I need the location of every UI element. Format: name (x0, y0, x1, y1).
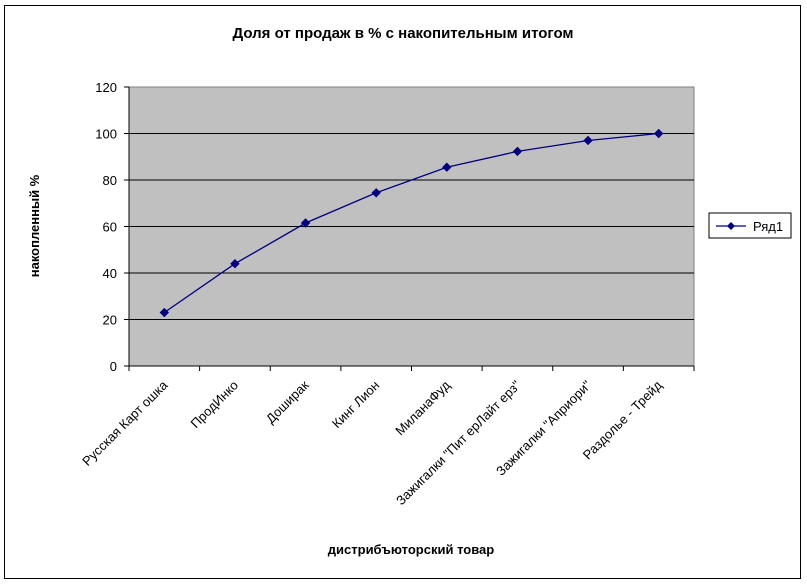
x-tick-label: Доширак (263, 377, 312, 426)
x-axis-title: дистрибъюторский товар (328, 542, 494, 557)
x-tick-label: Русская Карт ошка (79, 377, 171, 469)
data-point (653, 128, 664, 139)
legend: Ряд1 (708, 212, 792, 239)
y-tick-label: 120 (95, 80, 117, 95)
x-tick-label: МиланаФуд (392, 377, 453, 438)
data-point (371, 188, 381, 198)
y-axis-title: накопленный % (27, 174, 42, 277)
x-tick-label: Раздолье - Трейд (580, 377, 665, 462)
data-point (159, 307, 170, 318)
y-tick-label: 100 (95, 127, 117, 142)
y-tick-label: 20 (103, 313, 117, 328)
x-tick-label: ПродИнко (188, 378, 242, 432)
y-tick-label: 40 (103, 266, 117, 281)
legend-marker (727, 222, 735, 230)
series-line (163, 132, 659, 314)
y-tick-label: 60 (103, 220, 117, 235)
y-tick-label: 0 (110, 359, 117, 374)
data-point (230, 258, 240, 269)
plot-area: 0 20 40 60 80 100 120 Русская Карт ошка ПродИнко… (79, 80, 695, 508)
legend-label: Ряд1 (753, 219, 783, 234)
data-point (300, 218, 311, 228)
chart-title: Доля от продаж в % с накопительным итого… (232, 25, 573, 42)
data-point (442, 162, 452, 172)
x-tick-label: Кинг Лион (329, 378, 382, 431)
y-tick-label: 80 (103, 173, 117, 188)
data-point (583, 135, 593, 146)
x-tick-label: Зажигалки "Пит ерЛайт ерз" (393, 377, 524, 508)
data-point (512, 146, 523, 157)
